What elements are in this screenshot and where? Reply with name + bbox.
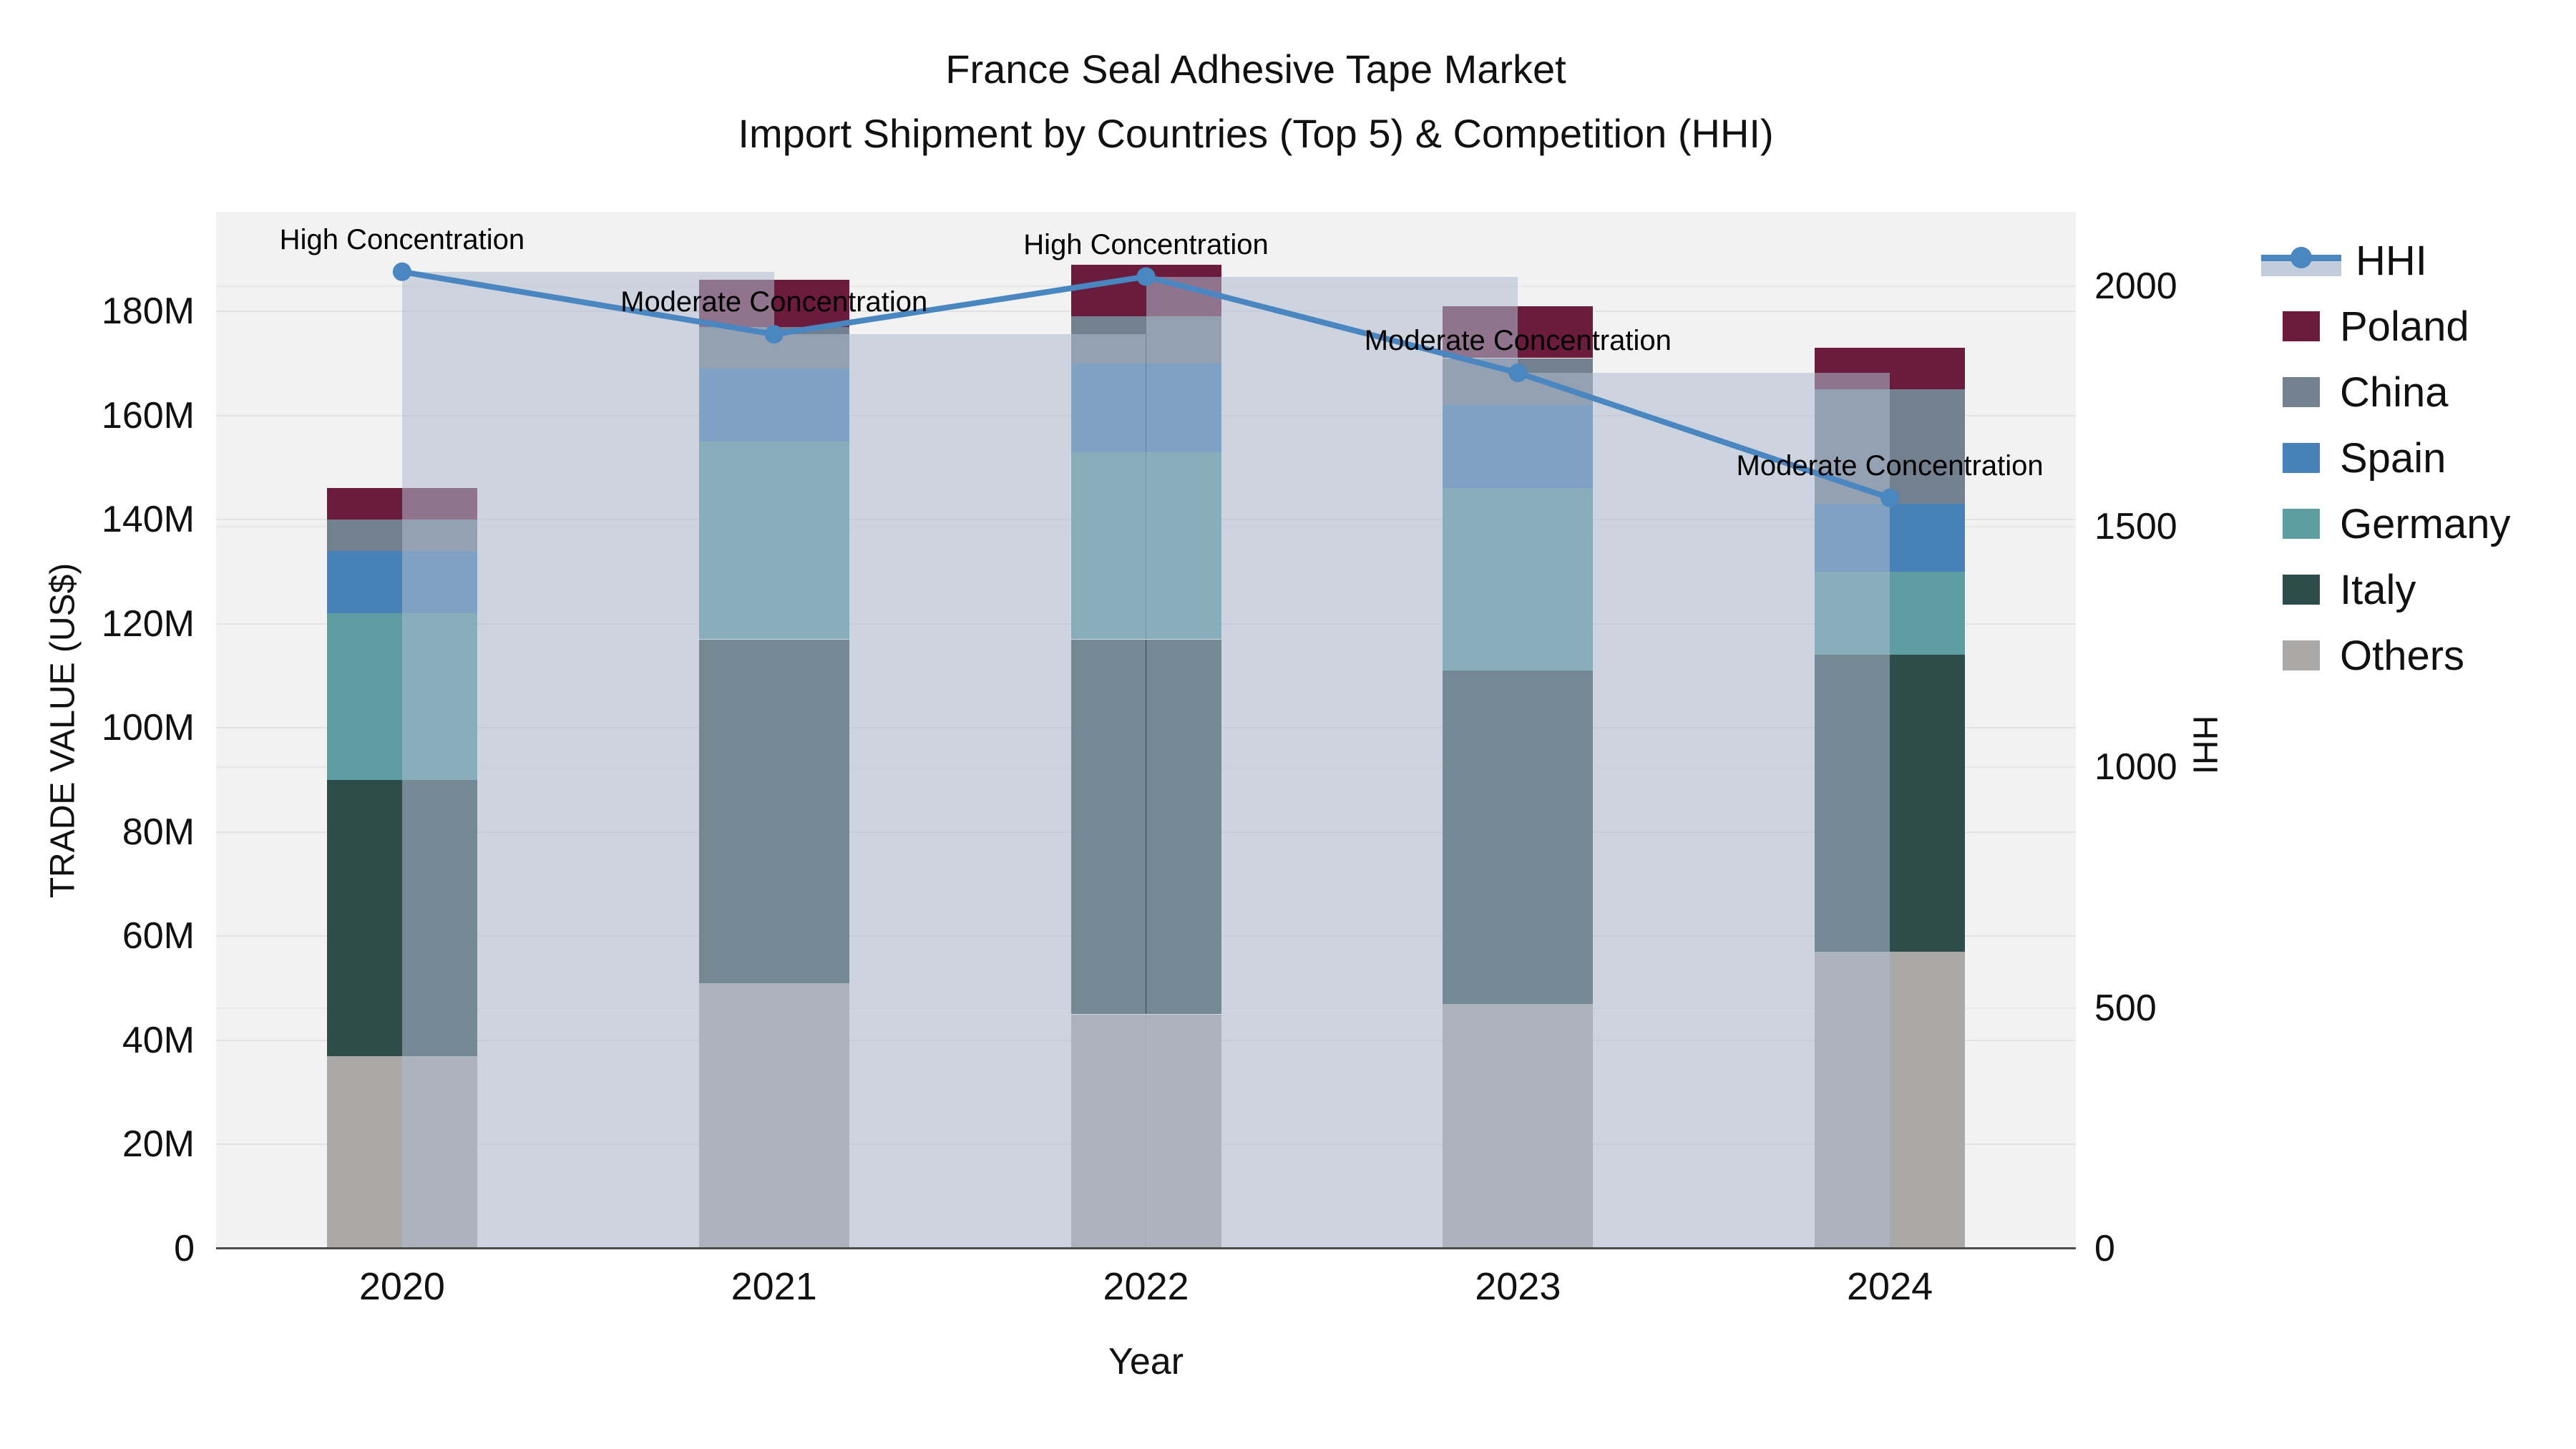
legend-label-poland: Poland xyxy=(2340,303,2469,350)
xtick-2024[interactable]: 2024 xyxy=(1847,1265,1933,1308)
hhi-legend-symbol xyxy=(2261,242,2341,279)
ytick-left-20M: 20M xyxy=(122,1123,195,1166)
x-axis-line xyxy=(216,1247,2076,1249)
plot-area xyxy=(216,212,2076,1249)
ytick-right-2000: 2000 xyxy=(2094,265,2177,307)
chart-title: France Seal Adhesive Tape Market Import … xyxy=(0,37,2512,165)
legend-swatch-italy-icon xyxy=(2283,575,2320,605)
xtick-2020[interactable]: 2020 xyxy=(358,1265,445,1308)
legend-label-spain: Spain xyxy=(2340,434,2446,482)
ytick-left-60M: 60M xyxy=(122,915,195,957)
hhi-legend-marker-icon xyxy=(2290,247,2312,268)
xtick-2021[interactable]: 2021 xyxy=(731,1265,817,1308)
ytick-right-1000: 1000 xyxy=(2094,746,2177,789)
hhi-marker-2021[interactable] xyxy=(764,325,784,344)
legend-item-hhi[interactable]: HHI xyxy=(2261,228,2511,293)
ytick-left-180M: 180M xyxy=(101,291,195,332)
hhi-marker-2024[interactable] xyxy=(1880,488,1900,507)
chart-title-line2: Import Shipment by Countries (Top 5) & C… xyxy=(738,110,1774,156)
xtick-2023[interactable]: 2023 xyxy=(1475,1265,1561,1308)
legend-item-others[interactable]: Others xyxy=(2261,623,2511,688)
ytick-left-100M: 100M xyxy=(101,707,195,749)
ytick-left-140M: 140M xyxy=(101,499,195,541)
legend-swatch-spain-icon xyxy=(2283,443,2320,473)
y-axis-left-title: TRADE VALUE (US$) xyxy=(44,562,82,898)
y-axis-right-title: HHI xyxy=(2185,715,2224,774)
legend-item-china[interactable]: China xyxy=(2261,359,2511,425)
ytick-left-160M: 160M xyxy=(101,394,195,436)
legend-swatch-china-icon xyxy=(2283,377,2320,407)
legend-label-germany: Germany xyxy=(2340,500,2511,547)
legend: HHI Poland China Spain Germany Italy Others xyxy=(2261,228,2511,688)
hhi-marker-2022[interactable] xyxy=(1136,267,1156,286)
legend-item-poland[interactable]: Poland xyxy=(2261,293,2511,359)
hhi-band-2023[interactable] xyxy=(1518,373,1890,1249)
legend-swatch-germany-icon xyxy=(2283,509,2320,539)
annotation-2020: High Concentration xyxy=(279,223,525,255)
legend-label-china: China xyxy=(2340,369,2449,416)
legend-label-hhi: HHI xyxy=(2356,237,2427,284)
legend-item-spain[interactable]: Spain xyxy=(2261,425,2511,491)
legend-label-italy: Italy xyxy=(2340,566,2416,613)
xtick-2022[interactable]: 2022 xyxy=(1103,1265,1189,1308)
ytick-left-0: 0 xyxy=(174,1228,195,1269)
chart-title-line1: France Seal Adhesive Tape Market xyxy=(945,47,1566,92)
legend-swatch-poland-icon xyxy=(2283,311,2320,341)
hhi-band-2022[interactable] xyxy=(1146,276,1518,1249)
ytick-right-0: 0 xyxy=(2094,1228,2115,1269)
annotation-2022: High Concentration xyxy=(1023,228,1269,260)
legend-label-others: Others xyxy=(2340,632,2465,679)
legend-item-germany[interactable]: Germany xyxy=(2261,491,2511,557)
annotation-2021: Moderate Concentration xyxy=(620,286,928,318)
hhi-marker-2023[interactable] xyxy=(1508,364,1528,383)
hhi-marker-2020[interactable] xyxy=(392,262,411,281)
annotation-2023: Moderate Concentration xyxy=(1364,325,1672,357)
legend-swatch-others-icon xyxy=(2283,640,2320,670)
hhi-band-2020[interactable] xyxy=(401,271,774,1249)
x-axis-title: Year xyxy=(1108,1341,1184,1382)
hhi-line-layer xyxy=(392,262,1900,507)
hhi-band-2021[interactable] xyxy=(774,334,1146,1249)
ytick-right-1500: 1500 xyxy=(2094,506,2177,548)
ytick-left-120M: 120M xyxy=(101,602,195,645)
ytick-left-80M: 80M xyxy=(122,811,195,853)
annotation-2024: Moderate Concentration xyxy=(1736,449,2044,482)
legend-item-italy[interactable]: Italy xyxy=(2261,557,2511,623)
ytick-left-40M: 40M xyxy=(122,1019,195,1061)
ytick-right-500: 500 xyxy=(2094,987,2157,1029)
